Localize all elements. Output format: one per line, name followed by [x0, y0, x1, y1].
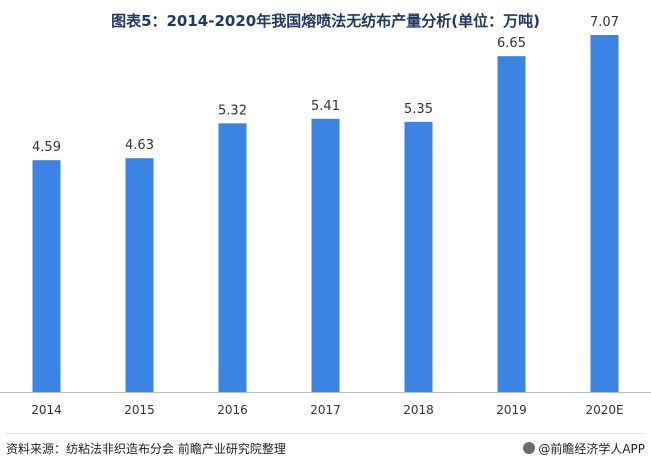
x-tick-label-2018: 2018	[403, 403, 434, 417]
bar-2014	[32, 160, 61, 392]
bar-2018	[404, 121, 433, 392]
value-label-2018: 5.35	[404, 102, 433, 117]
value-label-2015: 4.63	[125, 138, 154, 153]
value-label-2016: 5.32	[218, 103, 247, 118]
source-note: 资料来源：纺粘法非织造布分会 前瞻产业研究院整理	[6, 442, 286, 456]
x-tick-label-2019: 2019	[496, 403, 527, 417]
bar-2017	[311, 118, 340, 393]
footer-divider	[6, 433, 645, 434]
x-tick-labels-group: 2014 2015 2016 2017 2018 2019 2020E	[31, 403, 623, 417]
x-tick-label-2015: 2015	[124, 403, 155, 417]
value-label-2014: 4.59	[32, 140, 61, 155]
brand-tag[interactable]: @前瞻经济学人APP	[523, 440, 645, 457]
x-tick-label-2020E: 2020E	[585, 403, 623, 417]
footer: 资料来源：纺粘法非织造布分会 前瞻产业研究院整理 @前瞻经济学人APP	[6, 440, 645, 460]
value-label-2019: 6.65	[497, 36, 526, 51]
bar-chart: 4.59 4.635.32 5.41 5.356.657.07 2014 2015 201…	[0, 15, 651, 417]
bar-2016	[218, 123, 247, 392]
bar-2020E	[590, 34, 619, 393]
value-labels-group: 4.59 4.63 5.32 5.41 5.35 6.65 7.07	[32, 15, 619, 155]
chart-title: 图表5：2014-2020年我国熔喷法无纺布产量分析(单位：万吨)	[111, 12, 540, 30]
bar-2015	[125, 158, 154, 392]
brand-logo-icon	[523, 442, 536, 454]
x-tick-label-2017: 2017	[310, 403, 341, 417]
bars-group	[32, 34, 619, 393]
x-tick-label-2016: 2016	[217, 403, 248, 417]
bar-2019	[497, 56, 526, 393]
value-label-2020E: 7.07	[590, 15, 619, 30]
x-tick-label-2014: 2014	[31, 403, 62, 417]
value-label-2017: 5.41	[311, 99, 340, 114]
brand-text: @前瞻经济学人APP	[538, 442, 645, 456]
